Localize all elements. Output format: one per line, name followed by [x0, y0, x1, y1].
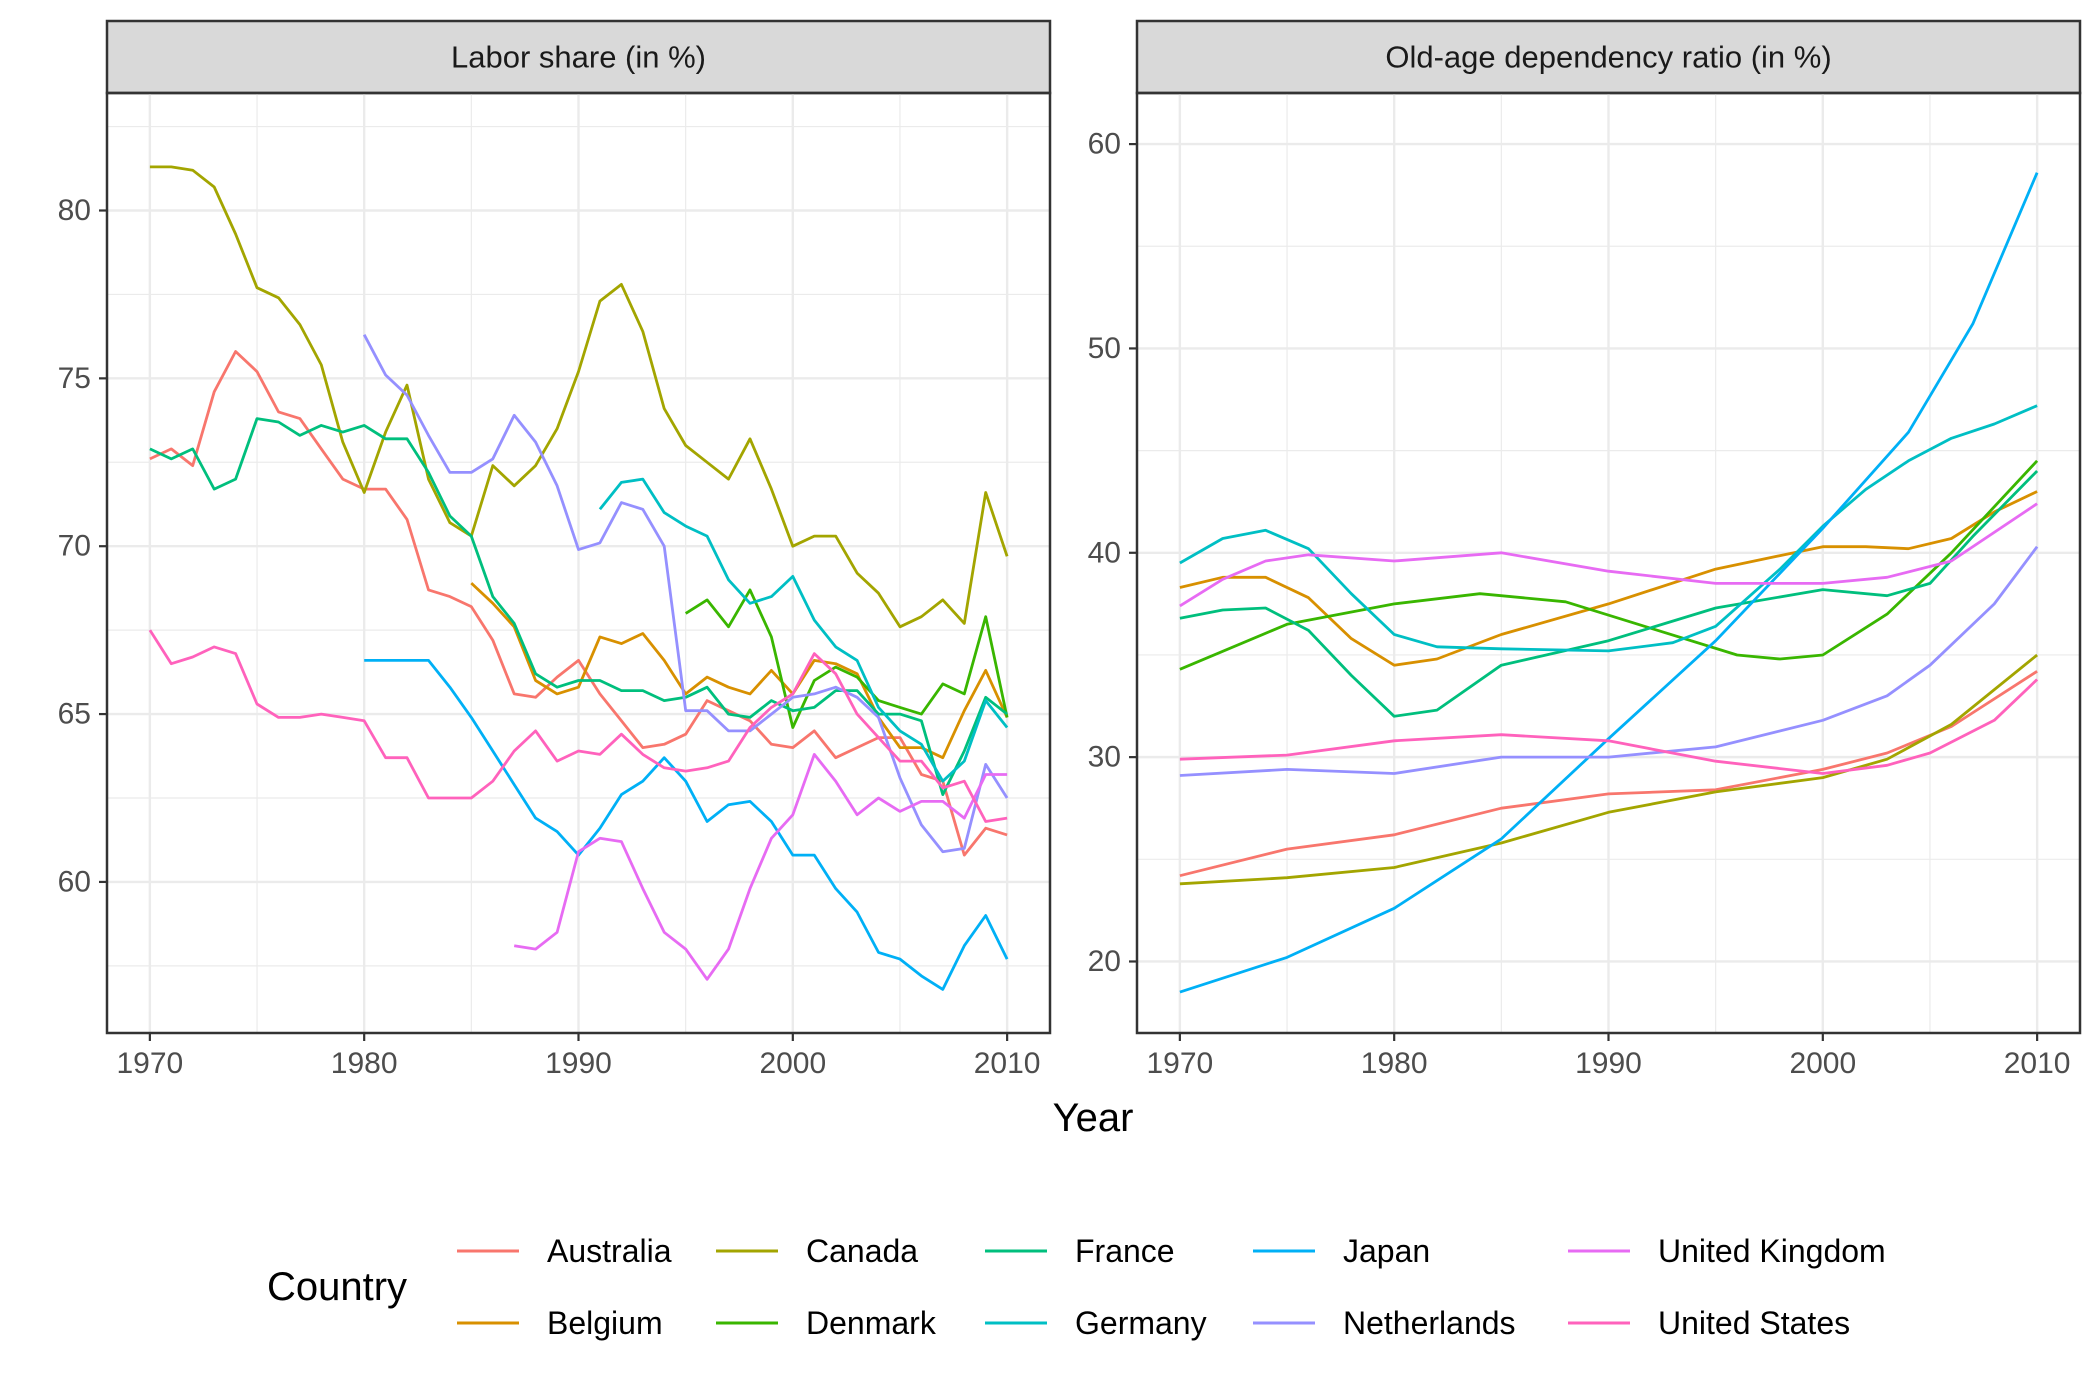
legend-item-australia: Australia: [457, 1233, 672, 1269]
legend-label-japan: Japan: [1343, 1233, 1430, 1269]
x-tick-label: 1990: [545, 1047, 612, 1080]
grid-labor-share: [107, 93, 1050, 1033]
legend-label-denmark: Denmark: [806, 1305, 937, 1341]
y-tick-label: 40: [1088, 536, 1121, 569]
series-line-france: [1179, 470, 2039, 718]
legend-item-belgium: Belgium: [457, 1305, 663, 1341]
ticks-labor-share: 1970 1980 1990 2000 2010 60 65 70 75 80: [58, 194, 1041, 1080]
y-tick-label: 60: [1088, 128, 1121, 161]
legend: Country Australia Belgium Canada Denmark Fra…: [267, 1233, 1886, 1341]
legend-label-united-states: United States: [1658, 1305, 1850, 1341]
series-line-united-kingdom: [1179, 502, 2038, 608]
series-line-france: [149, 417, 1008, 796]
strip-title-labor-share: Labor share (in %): [451, 40, 706, 75]
x-tick-label: 1980: [331, 1047, 398, 1080]
y-tick-label: 60: [58, 865, 91, 898]
y-tick-label: 65: [58, 698, 91, 731]
series-line-australia: [1179, 670, 2038, 878]
legend-item-denmark: Denmark: [716, 1305, 937, 1341]
x-tick-label: 1970: [116, 1047, 183, 1080]
legend-item-japan: Japan: [1253, 1233, 1430, 1269]
legend-item-netherlands: Netherlands: [1253, 1305, 1516, 1341]
strip-dependency-ratio: [1135, 19, 2082, 95]
series-line-australia: [149, 350, 1008, 857]
x-tick-label: 1970: [1146, 1047, 1213, 1080]
legend-item-united-kingdom: United Kingdom: [1568, 1233, 1886, 1269]
y-tick-label: 30: [1088, 741, 1121, 774]
legend-label-germany: Germany: [1075, 1305, 1207, 1341]
series-line-japan: [364, 659, 1009, 991]
y-tick-label: 70: [58, 530, 91, 563]
series-lines-labor-share: [148, 165, 1009, 991]
series-lines-dependency-ratio: [1179, 172, 2039, 994]
y-tick-label: 20: [1088, 945, 1121, 978]
legend-items: Australia Belgium Canada Denmark France Germa…: [457, 1233, 1886, 1341]
x-tick-label: 2000: [1789, 1047, 1856, 1080]
legend-label-canada: Canada: [806, 1233, 918, 1269]
strip-title-dependency-ratio: Old-age dependency ratio (in %): [1385, 40, 1831, 75]
legend-label-australia: Australia: [547, 1233, 672, 1269]
series-line-united-states: [148, 629, 1008, 823]
series-line-germany: [598, 477, 1009, 783]
y-tick-label: 75: [58, 362, 91, 395]
ticks-dependency-ratio: 1970 1980 1990 2000 2010 20 30 40 50 60: [1088, 128, 2071, 1080]
series-line-united-kingdom: [513, 753, 1008, 981]
legend-label-france: France: [1075, 1233, 1175, 1269]
legend-title: Country: [267, 1265, 407, 1309]
legend-label-netherlands: Netherlands: [1343, 1305, 1516, 1341]
series-line-netherlands: [362, 334, 1009, 854]
legend-label-belgium: Belgium: [547, 1305, 663, 1341]
legend-label-united-kingdom: United Kingdom: [1658, 1233, 1886, 1269]
series-line-united-states: [1179, 678, 2039, 775]
x-tick-label: 2010: [974, 1047, 1041, 1080]
panel-dependency-ratio: Old-age dependency ratio (in %) 1970 1980…: [1088, 19, 2082, 1080]
strip-labor-share: [105, 19, 1052, 95]
legend-item-germany: Germany: [985, 1305, 1207, 1341]
series-line-belgium: [1179, 490, 2038, 667]
grid-dependency-ratio: [1137, 93, 2080, 1033]
series-line-canada: [149, 165, 1009, 629]
series-line-denmark: [1179, 459, 2039, 671]
x-tick-label: 1980: [1361, 1047, 1428, 1080]
series-line-denmark: [684, 588, 1009, 729]
x-tick-label: 2010: [2004, 1047, 2071, 1080]
legend-item-canada: Canada: [716, 1233, 918, 1269]
x-axis-title: Year: [1053, 1096, 1134, 1140]
series-line-netherlands: [1179, 545, 2039, 777]
x-tick-label: 2000: [759, 1047, 826, 1080]
legend-item-france: France: [985, 1233, 1175, 1269]
series-line-germany: [1179, 404, 2038, 653]
series-line-japan: [1179, 172, 2039, 994]
y-tick-label: 80: [58, 194, 91, 227]
x-tick-label: 1990: [1575, 1047, 1642, 1080]
legend-item-united-states: United States: [1568, 1305, 1850, 1341]
panel-labor-share: Labor share (in %) 1970 1980 1990 2000 2010 6…: [58, 19, 1052, 1080]
series-line-canada: [1179, 653, 2038, 886]
y-tick-label: 50: [1088, 332, 1121, 365]
series-line-belgium: [470, 582, 1009, 760]
